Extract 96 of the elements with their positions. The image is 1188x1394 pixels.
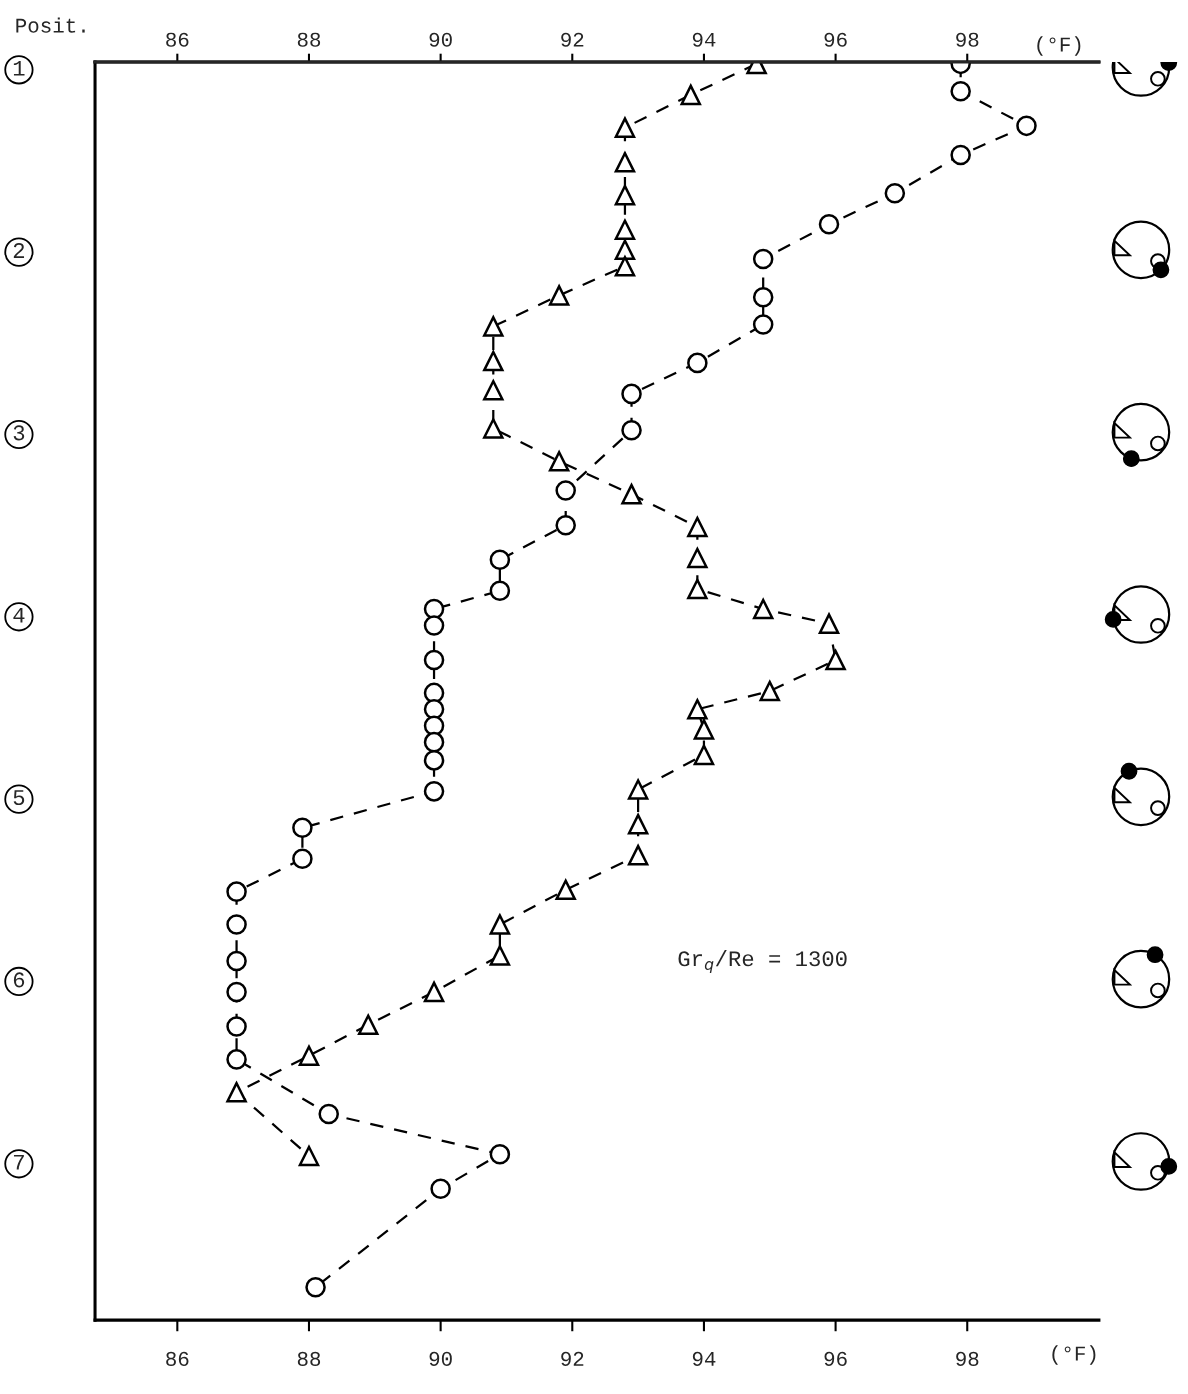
point bbox=[423, 715, 445, 736]
point bbox=[950, 144, 971, 166]
x-tick-label: 94 bbox=[692, 32, 716, 47]
point bbox=[483, 379, 504, 401]
point bbox=[298, 1045, 320, 1067]
point bbox=[548, 451, 570, 472]
x-axis-title: (°F) bbox=[1052, 1345, 1096, 1365]
point bbox=[752, 598, 774, 620]
point bbox=[483, 350, 504, 372]
y-tick-label: 1 bbox=[13, 60, 25, 76]
y-tick-label: 5 bbox=[13, 790, 25, 806]
point bbox=[693, 744, 715, 766]
point bbox=[818, 613, 840, 634]
x2-tick-label: 98 bbox=[956, 1351, 979, 1366]
y-tick-label: 4 bbox=[13, 607, 25, 623]
point bbox=[226, 981, 247, 1003]
point bbox=[423, 699, 445, 720]
point bbox=[627, 813, 649, 835]
x2-tick-label: 94 bbox=[692, 1351, 716, 1366]
annotation: Gr$_{q}$/Re = 1300 bbox=[678, 950, 847, 973]
point bbox=[614, 239, 636, 261]
x2-tick-label: 92 bbox=[561, 1351, 584, 1366]
x-tick-label: 88 bbox=[297, 32, 321, 47]
y-tick-label: 7 bbox=[13, 1154, 24, 1170]
point bbox=[687, 516, 708, 538]
point bbox=[423, 682, 445, 704]
point bbox=[627, 779, 649, 800]
point bbox=[621, 420, 642, 441]
point bbox=[614, 184, 636, 206]
point bbox=[687, 352, 708, 374]
point bbox=[298, 1145, 320, 1167]
point bbox=[226, 881, 247, 902]
point bbox=[489, 580, 511, 602]
point bbox=[825, 649, 846, 671]
point bbox=[226, 1016, 247, 1037]
point bbox=[752, 248, 774, 270]
point bbox=[423, 615, 445, 636]
point bbox=[423, 781, 445, 802]
point bbox=[614, 117, 636, 138]
point bbox=[680, 84, 702, 106]
point bbox=[292, 848, 313, 870]
point bbox=[423, 981, 445, 1003]
point bbox=[614, 219, 636, 241]
point bbox=[614, 255, 636, 277]
y-tick-label: 6 bbox=[13, 972, 25, 988]
point bbox=[950, 80, 971, 102]
point bbox=[489, 914, 511, 935]
point bbox=[305, 1277, 326, 1298]
x2-tick-label: 90 bbox=[429, 1351, 452, 1366]
point bbox=[818, 214, 840, 235]
y-tick-label: 3 bbox=[13, 425, 25, 441]
point bbox=[483, 418, 504, 439]
point bbox=[226, 1081, 247, 1103]
point bbox=[483, 316, 504, 337]
point bbox=[627, 844, 649, 866]
point bbox=[423, 731, 445, 753]
x-tick-label: 98 bbox=[956, 32, 979, 47]
point bbox=[318, 1103, 339, 1125]
point bbox=[621, 483, 642, 505]
point bbox=[614, 152, 636, 173]
point bbox=[489, 945, 511, 966]
point bbox=[693, 719, 715, 740]
x2-tick-label: 96 bbox=[824, 1351, 847, 1366]
point bbox=[423, 598, 445, 620]
y-tick-label: 2 bbox=[13, 243, 25, 258]
point bbox=[357, 1014, 379, 1036]
point bbox=[548, 285, 570, 306]
point bbox=[555, 514, 576, 536]
x-tick-label: 86 bbox=[166, 32, 189, 47]
point bbox=[752, 286, 774, 308]
x2-axis-title: (°F) bbox=[1037, 36, 1081, 56]
x-tick-label: 90 bbox=[429, 32, 452, 47]
point bbox=[226, 914, 247, 935]
point bbox=[489, 549, 511, 571]
point bbox=[555, 879, 576, 901]
point bbox=[489, 1143, 511, 1165]
y-axis-title: Posit. bbox=[16, 17, 85, 33]
point bbox=[759, 680, 781, 702]
x-tick-label: 92 bbox=[561, 32, 584, 47]
x2-tick-label: 86 bbox=[166, 1351, 189, 1366]
point bbox=[687, 699, 708, 720]
point bbox=[687, 578, 708, 600]
point bbox=[292, 817, 313, 839]
x2-tick-label: 88 bbox=[297, 1351, 321, 1366]
point bbox=[430, 1178, 451, 1200]
point bbox=[423, 649, 445, 671]
point bbox=[423, 750, 445, 771]
point bbox=[621, 383, 642, 405]
point bbox=[687, 547, 708, 569]
point bbox=[752, 314, 774, 335]
x-tick-label: 96 bbox=[824, 32, 847, 47]
point bbox=[555, 480, 576, 501]
point bbox=[1016, 115, 1037, 137]
point bbox=[884, 183, 906, 204]
point bbox=[226, 950, 247, 972]
point bbox=[226, 1049, 247, 1070]
